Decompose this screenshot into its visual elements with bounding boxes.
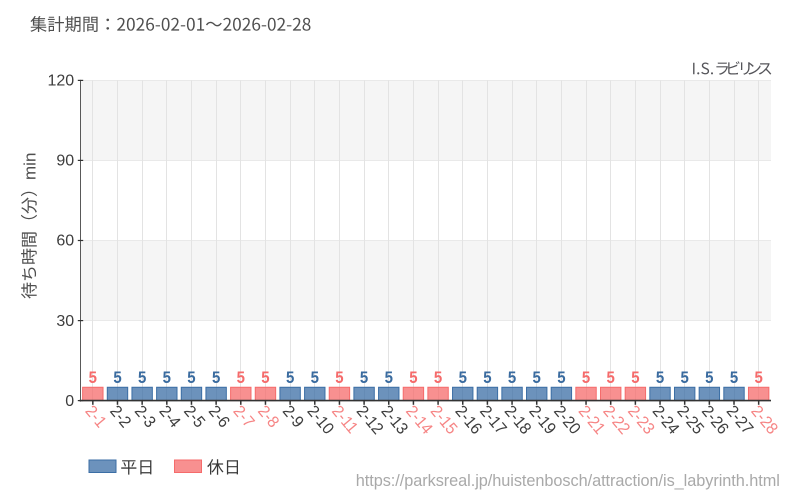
svg-text:5: 5 [138, 369, 146, 387]
svg-text:5: 5 [311, 369, 319, 387]
svg-text:5: 5 [385, 369, 393, 387]
svg-text:5: 5 [656, 369, 664, 387]
svg-text:https://parksreal.jp/huistenbo: https://parksreal.jp/huistenbosch/attrac… [356, 472, 780, 490]
svg-text:5: 5 [434, 369, 442, 387]
svg-text:5: 5 [681, 369, 689, 387]
svg-text:5: 5 [237, 369, 245, 387]
svg-text:5: 5 [163, 369, 171, 387]
svg-text:60: 60 [56, 233, 74, 250]
svg-text:5: 5 [730, 369, 738, 387]
svg-text:5: 5 [360, 369, 368, 387]
svg-text:5: 5 [631, 369, 639, 387]
svg-text:0: 0 [65, 393, 74, 410]
svg-text:5: 5 [582, 369, 590, 387]
svg-text:5: 5 [89, 369, 97, 387]
svg-text:5: 5 [212, 369, 220, 387]
svg-text:5: 5 [533, 369, 541, 387]
svg-text:90: 90 [56, 153, 74, 170]
svg-text:5: 5 [261, 369, 269, 387]
svg-text:5: 5 [409, 369, 417, 387]
svg-text:5: 5 [755, 369, 763, 387]
svg-text:5: 5 [483, 369, 491, 387]
svg-text:30: 30 [56, 313, 74, 330]
svg-text:5: 5 [705, 369, 713, 387]
svg-text:5: 5 [335, 369, 343, 387]
svg-text:5: 5 [607, 369, 615, 387]
svg-text:5: 5 [187, 369, 195, 387]
svg-text:5: 5 [508, 369, 516, 387]
svg-text:120: 120 [47, 73, 74, 90]
svg-text:min: min [20, 153, 39, 180]
svg-text:5: 5 [113, 369, 121, 387]
svg-text:5: 5 [459, 369, 467, 387]
svg-text:5: 5 [286, 369, 294, 387]
svg-text:5: 5 [557, 369, 565, 387]
